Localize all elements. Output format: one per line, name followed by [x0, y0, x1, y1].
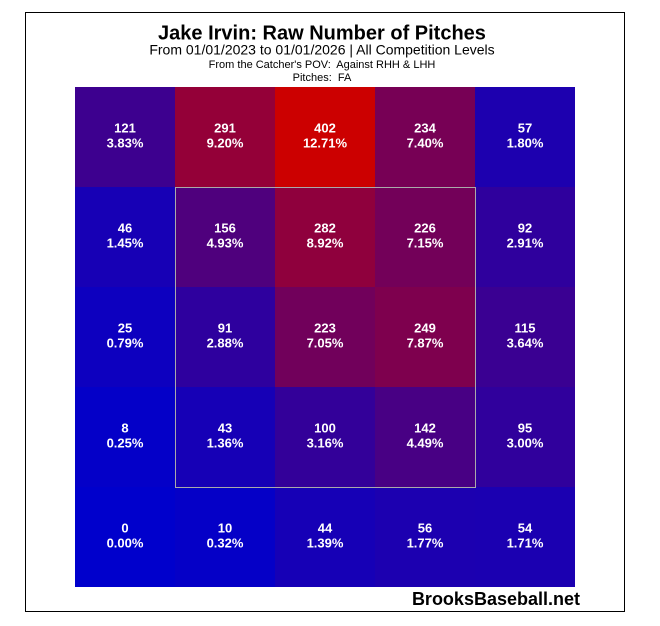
cell [475, 287, 575, 387]
cell [175, 187, 275, 287]
cell [375, 287, 475, 387]
cell-count: 46 [118, 220, 132, 235]
cell-percent: 0.32% [207, 535, 244, 550]
cell-percent: 1.77% [407, 535, 444, 550]
cell [475, 487, 575, 587]
watermark: BrooksBaseball.net [412, 589, 580, 609]
cell-percent: 9.20% [207, 135, 244, 150]
cell-count: 291 [214, 120, 236, 135]
cell-count: 282 [314, 220, 336, 235]
cell-count: 115 [515, 320, 536, 335]
cell-percent: 7.15% [407, 235, 444, 250]
cell-percent: 0.00% [107, 535, 144, 550]
cell [375, 387, 475, 487]
cell-percent: 1.36% [207, 435, 244, 450]
cell [75, 287, 175, 387]
cell-percent: 3.64% [507, 335, 544, 350]
cell-count: 8 [121, 420, 128, 435]
cell-percent: 2.91% [507, 235, 544, 250]
cell-count: 121 [114, 120, 136, 135]
cell [275, 287, 375, 387]
cell [275, 87, 375, 187]
cell [275, 387, 375, 487]
cell-percent: 0.79% [107, 335, 144, 350]
cell [375, 187, 475, 287]
cell [275, 187, 375, 287]
cell [275, 487, 375, 587]
cell-count: 57 [518, 120, 532, 135]
cell-count: 43 [218, 420, 232, 435]
cell-count: 226 [414, 220, 436, 235]
cell-percent: 7.40% [407, 135, 444, 150]
cell [75, 187, 175, 287]
cell [475, 87, 575, 187]
cell-percent: 3.00% [507, 435, 544, 450]
cell [175, 387, 275, 487]
cell-count: 10 [218, 520, 232, 535]
cell-count: 54 [518, 520, 533, 535]
cell-count: 0 [121, 520, 128, 535]
cell-percent: 4.93% [207, 235, 244, 250]
cell-percent: 3.83% [107, 135, 144, 150]
cell-count: 92 [518, 220, 532, 235]
cell-percent: 1.71% [507, 535, 544, 550]
cell-count: 95 [518, 420, 532, 435]
cell-percent: 1.80% [507, 135, 544, 150]
cell-percent: 0.25% [107, 435, 144, 450]
cell-count: 234 [414, 120, 436, 135]
cell-count: 402 [314, 120, 336, 135]
cell-count: 44 [318, 520, 333, 535]
cell-percent: 2.88% [207, 335, 244, 350]
cell [375, 87, 475, 187]
cell [475, 387, 575, 487]
cell [375, 487, 475, 587]
cell-count: 223 [314, 320, 336, 335]
cell-percent: 1.39% [307, 535, 344, 550]
cell [175, 287, 275, 387]
cell-count: 25 [118, 320, 132, 335]
cell [175, 87, 275, 187]
cell [75, 87, 175, 187]
cell-percent: 12.71% [303, 135, 348, 150]
cell-percent: 1.45% [107, 235, 144, 250]
note: From the Catcher's POV: Against RHH & LH… [209, 59, 436, 71]
cell-count: 100 [314, 420, 336, 435]
note: Pitches: FA [293, 72, 352, 84]
cell-percent: 7.87% [407, 335, 444, 350]
cell-percent: 3.16% [307, 435, 344, 450]
cell-percent: 4.49% [407, 435, 444, 450]
cell [75, 387, 175, 487]
cell-count: 56 [418, 520, 432, 535]
cell [75, 487, 175, 587]
chart-subtitle: From 01/01/2023 to 01/01/2026 | All Comp… [149, 42, 494, 58]
cell-percent: 8.92% [307, 235, 344, 250]
cell-count: 249 [414, 320, 436, 335]
chart-title: Jake Irvin: Raw Number of Pitches [158, 22, 486, 44]
cell [175, 487, 275, 587]
strike-zone [175, 187, 476, 488]
cell-count: 142 [414, 420, 436, 435]
cell-count: 156 [214, 220, 236, 235]
cell-count: 91 [218, 320, 232, 335]
cell-percent: 7.05% [307, 335, 344, 350]
cell [475, 187, 575, 287]
